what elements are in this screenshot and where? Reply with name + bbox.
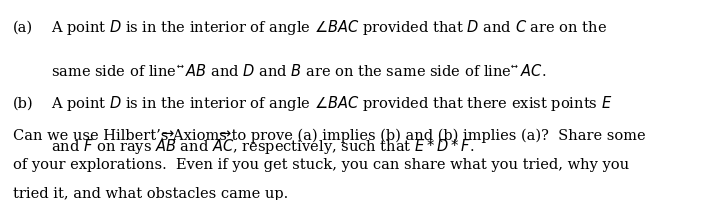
Text: same side of line $\overleftrightarrow{AB}$ and $D$ and $B$ are on the same side: same side of line $\overleftrightarrow{A…: [51, 63, 546, 79]
Text: tried it, and what obstacles came up.: tried it, and what obstacles came up.: [13, 187, 288, 200]
Text: Can we use Hilbert’s Axioms to prove (a) implies (b) and (b) implies (a)?  Share: Can we use Hilbert’s Axioms to prove (a)…: [13, 129, 645, 143]
Text: A point $D$ is in the interior of angle $\angle BAC$ provided that $D$ and $C$ a: A point $D$ is in the interior of angle …: [51, 18, 607, 37]
Text: A point $D$ is in the interior of angle $\angle BAC$ provided that there exist p: A point $D$ is in the interior of angle …: [51, 94, 612, 113]
Text: of your explorations.  Even if you get stuck, you can share what you tried, why : of your explorations. Even if you get st…: [13, 158, 628, 172]
Text: (b): (b): [13, 97, 33, 111]
Text: and $F$ on rays $\overrightarrow{AB}$ and $\overrightarrow{AC}$, respectively, s: and $F$ on rays $\overrightarrow{AB}$ an…: [51, 130, 474, 157]
Text: (a): (a): [13, 21, 33, 35]
